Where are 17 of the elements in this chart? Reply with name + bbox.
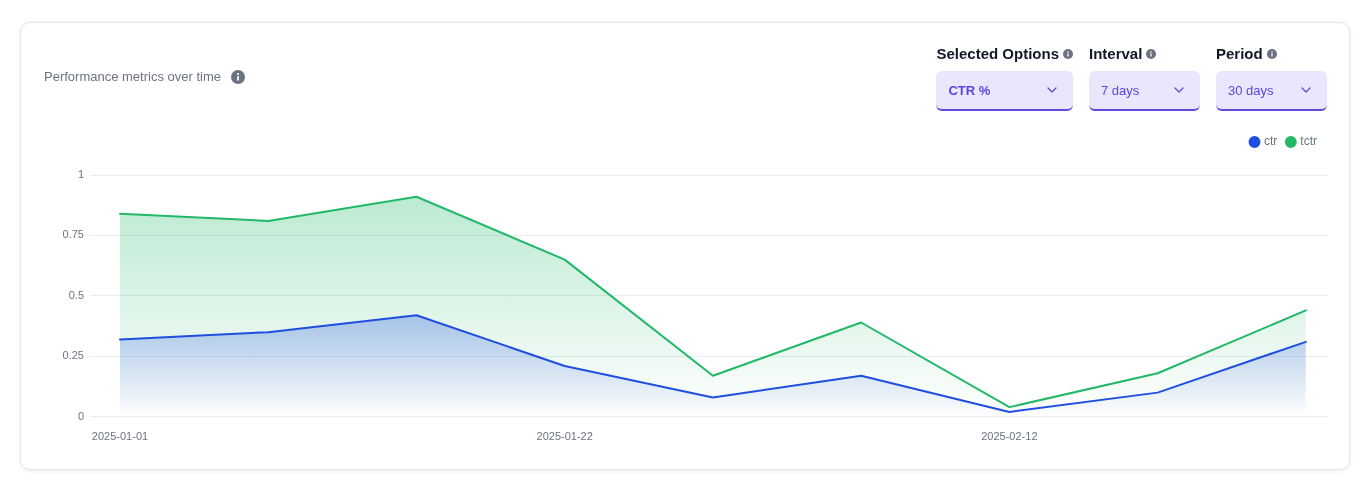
legend-label: tctr xyxy=(1300,134,1318,149)
text: Period xyxy=(1216,45,1263,63)
y-tick-label: 0 xyxy=(77,409,84,422)
chart-title: Performance metrics over time xyxy=(44,69,221,85)
x-tick-label: 2025-01-22 xyxy=(536,430,593,443)
select-field: 30 days xyxy=(1216,71,1327,111)
y-tick-label: 0.5 xyxy=(68,288,84,301)
y-tick-label: 0.75 xyxy=(62,228,84,241)
y-tick-label: 1 xyxy=(77,168,84,181)
select-field: 7 days xyxy=(1089,71,1200,111)
y-tick-label: 0.25 xyxy=(62,349,84,362)
x-tick-label: 2025-02-12 xyxy=(981,430,1038,443)
text: Interval xyxy=(1089,45,1143,63)
text: Selected Options xyxy=(936,45,1059,63)
select-field: CTR % xyxy=(936,71,1073,111)
legend-label: ctr xyxy=(1264,134,1278,149)
x-tick-label: 2025-01-01 xyxy=(91,430,149,443)
